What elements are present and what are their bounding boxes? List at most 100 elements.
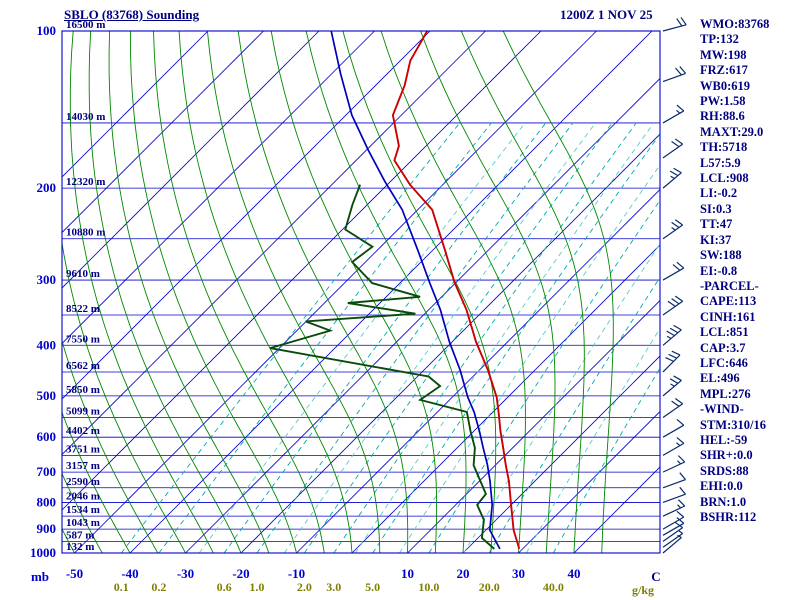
height-label: 16500 m [66,19,105,31]
stat-line: CINH:161 [700,309,756,324]
wind-barb [662,534,682,554]
stat-line: WB0:619 [700,78,750,93]
wind-barb [662,530,684,548]
wind-barb-feather [676,517,685,524]
wind-barb-feather [679,472,687,480]
mixing-ratio-line [158,122,492,553]
wind-barb-feather [676,418,685,426]
wind-barb-half-feather [670,175,675,180]
isotherm-line [240,133,660,553]
height-label: 587 m [66,529,94,541]
moist-adiabat-line [153,31,325,553]
wind-barb-feather [679,486,687,495]
stat-line: LCL:908 [700,171,749,186]
wind-barb-feather [674,398,684,405]
stat-line: LI:-0.2 [700,186,738,201]
wind-barb-feather [673,167,682,174]
isotherm-line [62,31,542,511]
wind-barb-column [662,17,687,554]
stat-line: EHI:0.0 [700,479,743,494]
moist-adiabat-line [62,339,159,553]
mixing-ratio-line [198,122,526,553]
wind-barb-feather [666,330,675,337]
wind-barb-feather [669,327,679,334]
moist-adiabat-line [108,31,270,553]
pressure-tick-label: 600 [37,429,57,444]
mixing-ratio-label: 2.0 [297,580,312,594]
height-label: 132 m [66,541,94,553]
mixing-ratio-label: 0.6 [217,580,232,594]
stat-line: MAXT:29.0 [700,124,764,139]
pressure-tick-label: 100 [37,23,57,38]
wind-barb [662,295,684,316]
temp-tick-label: 40 [568,566,581,581]
moist-adiabat-line [342,31,497,553]
wind-barb [662,437,685,456]
pressure-tick-label: 800 [37,494,57,509]
wind-barb-staff [662,110,685,124]
wind-barb-staff [662,442,685,456]
pressure-tick-label: 500 [37,388,57,403]
pressure-tick-label: 700 [37,464,57,479]
wind-barb-staff [662,224,684,240]
wind-barb-feather [677,499,686,507]
moist-adiabat-line [0,31,19,553]
stat-line: FRZ:617 [700,63,748,78]
stat-line: SHR+:0.0 [700,448,753,463]
moist-adiabat-line [502,31,614,553]
height-label: 8522 m [66,303,100,315]
wind-barb-staff [662,424,685,438]
wind-barb-staff [662,143,684,159]
stat-line: MW:198 [700,47,747,62]
wind-barb-feather [676,437,685,444]
mixing-ratio-line [399,164,660,553]
wind-barb-feather [671,141,680,148]
wind-barb-half-feather [678,530,684,534]
mixing-ratio-label: 10.0 [418,580,439,594]
mixing-ratio-label: 0.2 [151,580,166,594]
wind-barb-feather [676,510,685,518]
mixing-ratio-line [333,122,637,553]
chart-datetime: 1200Z 1 NOV 25 [560,7,653,22]
wind-barb-staff [662,403,684,418]
mixing-ratio-line [372,133,660,553]
stat-line: WMO:83768 [700,17,770,31]
moist-adiabat-line [305,31,467,553]
wind-barb-staff [662,172,682,189]
wind-barb [662,521,684,542]
stat-line: KI:37 [700,232,732,247]
pressure-tick-label: 900 [37,521,57,536]
moist-adiabat-line [237,31,409,553]
stat-line: LCL:851 [700,325,749,340]
stat-line: TT:47 [700,217,733,232]
wind-barb-feather [676,104,685,112]
wind-barb [662,455,686,473]
isotherm-line [518,410,660,553]
wind-barb-staff [662,24,687,32]
temp-tick-label: -20 [232,566,249,581]
height-label: 4402 m [66,425,100,437]
wind-barb-feather [675,67,682,76]
moist-adiabat-line [270,31,438,553]
stats-panel: WMO:83768 TP:132 MW:198 FRZ:617 WB0:619 PW:1.… [700,17,769,525]
wind-barb-feather [676,18,683,27]
wind-barb-half-feather [677,460,682,465]
wind-barb-feather [677,455,686,463]
height-label: 14030 m [66,111,105,123]
temp-tick-label: 30 [512,566,525,581]
mixing-ratio-line [552,367,660,553]
wind-barb-feather [680,17,687,26]
wind-barb [662,17,687,32]
isotherm-line [62,31,320,289]
height-label: 10880 m [66,227,105,239]
wind-barb-staff [662,505,686,517]
wind-barb-feather [674,295,684,302]
stat-line: SI:0.3 [700,201,732,216]
wind-barb-staff [662,537,682,554]
moist-adiabat-line [380,31,526,553]
height-label: 3157 m [66,460,100,472]
mixing-ratio-line [304,122,613,553]
wind-barb-feather [668,353,678,359]
wind-barb [662,104,685,124]
wind-barb-half-feather [676,109,681,114]
